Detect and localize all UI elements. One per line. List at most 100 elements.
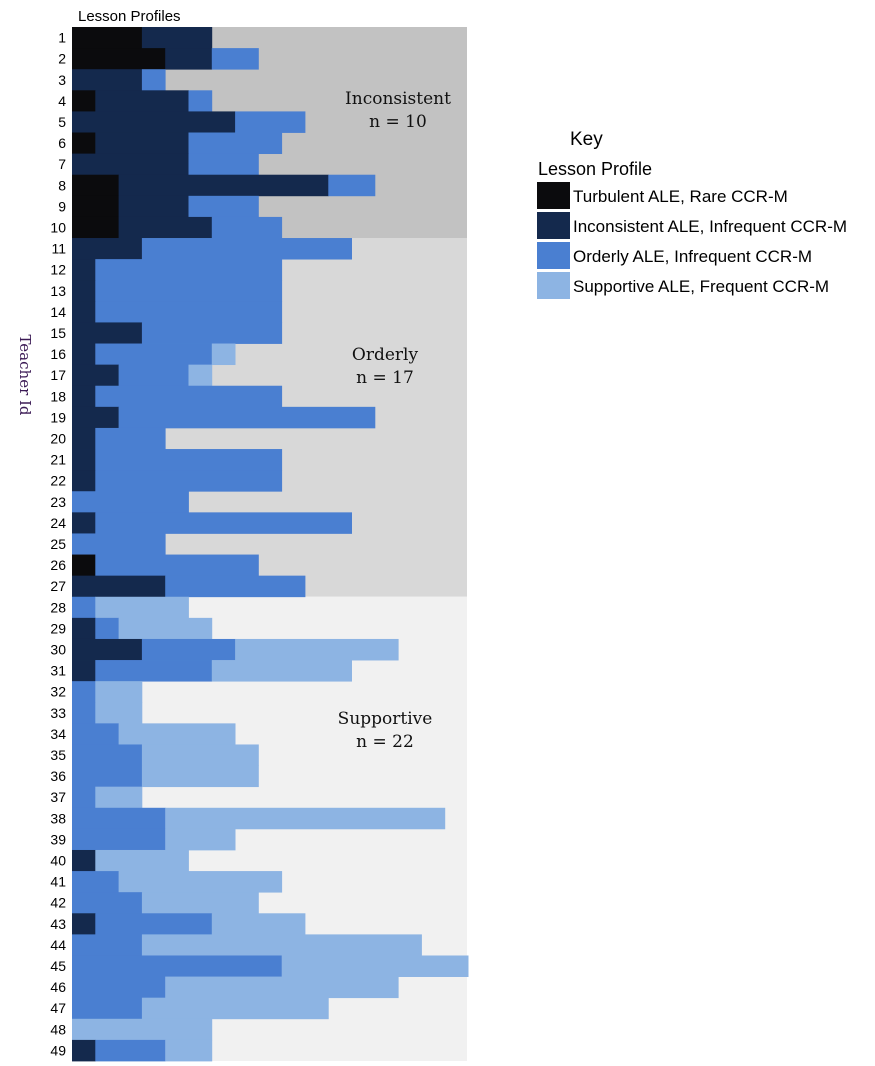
cell-t47-supportive [141,997,329,1020]
teacher-label-44: 44 [50,937,66,953]
cell-t34-supportive [118,723,236,745]
cell-t11-orderly [141,238,352,260]
teacher-label-6: 6 [58,135,66,151]
cell-t27-orderly [165,575,306,598]
cell-t13-orderly [95,280,283,302]
cell-t22-inconsistent [72,470,96,492]
cell-t8-turbulent [72,174,119,197]
cell-t43-orderly [95,913,213,935]
cell-t26-orderly [95,554,259,577]
cell-t33-orderly [72,702,96,724]
cell-t25-orderly [72,533,166,555]
legend-label-orderly: Orderly ALE, Infrequent CCR-M [573,247,812,266]
legend-label-supportive: Supportive ALE, Frequent CCR-M [573,277,829,296]
teacher-label-23: 23 [50,494,66,510]
cell-t16-supportive [211,343,236,366]
cell-t41-orderly [72,871,119,893]
cell-t48-supportive [72,1018,213,1041]
legend-swatch-turbulent [537,182,570,209]
legend-label-inconsistent: Inconsistent ALE, Infrequent CCR-M [573,217,847,236]
cell-t12-orderly [95,259,283,281]
cell-t5-orderly [235,111,306,133]
cell-t24-orderly [95,512,353,534]
cell-t3-orderly [141,69,166,91]
cell-t49-inconsistent [72,1039,96,1062]
legend: Key Lesson Profile Turbulent ALE, Rare C… [537,129,847,299]
cell-t41-supportive [118,871,283,893]
cell-t31-supportive [211,660,352,682]
teacher-label-33: 33 [50,705,66,721]
cell-t29-supportive [118,617,213,640]
teacher-label-5: 5 [58,114,66,130]
group-label-inconsistent: Inconsistent [345,89,451,109]
cell-t6-turbulent [72,132,96,155]
cell-t43-supportive [211,913,306,935]
cell-t3-inconsistent [72,69,143,91]
teacher-label-36: 36 [50,768,66,784]
cell-t32-orderly [72,681,96,703]
group-label-supportive: Supportive [338,709,433,729]
cell-t27-inconsistent [72,575,166,598]
teacher-label-38: 38 [50,810,66,826]
cell-t9-orderly [188,195,259,218]
group-count-inconsistent: n = 10 [369,112,427,132]
teacher-label-12: 12 [50,262,66,278]
cell-t35-orderly [72,744,143,766]
cell-t28-supportive [95,596,189,619]
cell-t20-inconsistent [72,427,96,450]
cell-t29-inconsistent [72,617,96,640]
cell-t37-supportive [95,786,143,809]
cell-t35-supportive [141,744,259,766]
cell-t42-orderly [72,892,143,914]
teacher-label-24: 24 [50,515,66,531]
teacher-label-25: 25 [50,536,66,552]
cell-t10-inconsistent [118,216,213,239]
cell-t46-supportive [165,976,399,999]
teacher-row-labels: 1234567891011121314151617181920212223242… [50,30,66,1059]
cell-t29-orderly [95,617,119,640]
cell-t39-orderly [72,828,166,851]
group-labels: Inconsistent n = 10 Orderly n = 17 Supportiv… [338,89,451,752]
group-label-orderly: Orderly [352,345,419,365]
cell-t18-inconsistent [72,385,96,408]
cell-t17-inconsistent [72,364,119,387]
teacher-label-13: 13 [50,283,66,299]
cell-t11-inconsistent [72,238,143,260]
cell-t15-inconsistent [72,322,143,344]
cell-t28-orderly [72,596,96,619]
cell-t31-orderly [95,660,213,682]
cell-t18-orderly [95,385,283,408]
cell-t9-inconsistent [118,195,189,218]
cell-t14-orderly [95,301,283,323]
cell-t4-orderly [188,90,213,112]
group-count-supportive: n = 22 [356,732,414,752]
teacher-label-28: 28 [50,599,66,615]
teacher-label-22: 22 [50,473,66,489]
teacher-label-42: 42 [50,895,66,911]
teacher-label-8: 8 [58,177,66,193]
cell-t7-inconsistent [72,153,189,176]
cell-t34-orderly [72,723,119,745]
cell-t43-inconsistent [72,913,96,935]
cell-t19-orderly [118,406,376,429]
cell-t38-supportive [165,807,446,830]
teacher-label-15: 15 [50,325,66,341]
cell-t16-inconsistent [72,343,96,366]
cell-t26-turbulent [72,554,96,577]
cell-t5-inconsistent [72,111,236,133]
teacher-label-16: 16 [50,346,66,362]
cell-t30-inconsistent [72,638,143,661]
teacher-label-41: 41 [50,874,66,890]
teacher-label-46: 46 [50,979,66,995]
teacher-label-14: 14 [50,304,66,320]
cell-t46-orderly [72,976,166,999]
cell-t4-inconsistent [95,90,189,112]
cell-t31-inconsistent [72,660,96,682]
teacher-label-19: 19 [50,409,66,425]
cell-t2-inconsistent [165,48,213,70]
y-axis-label: Teacher Id [16,334,34,415]
cell-t14-inconsistent [72,301,96,323]
legend-label-turbulent: Turbulent ALE, Rare CCR-M [573,187,788,206]
cell-t1-inconsistent [141,27,213,49]
